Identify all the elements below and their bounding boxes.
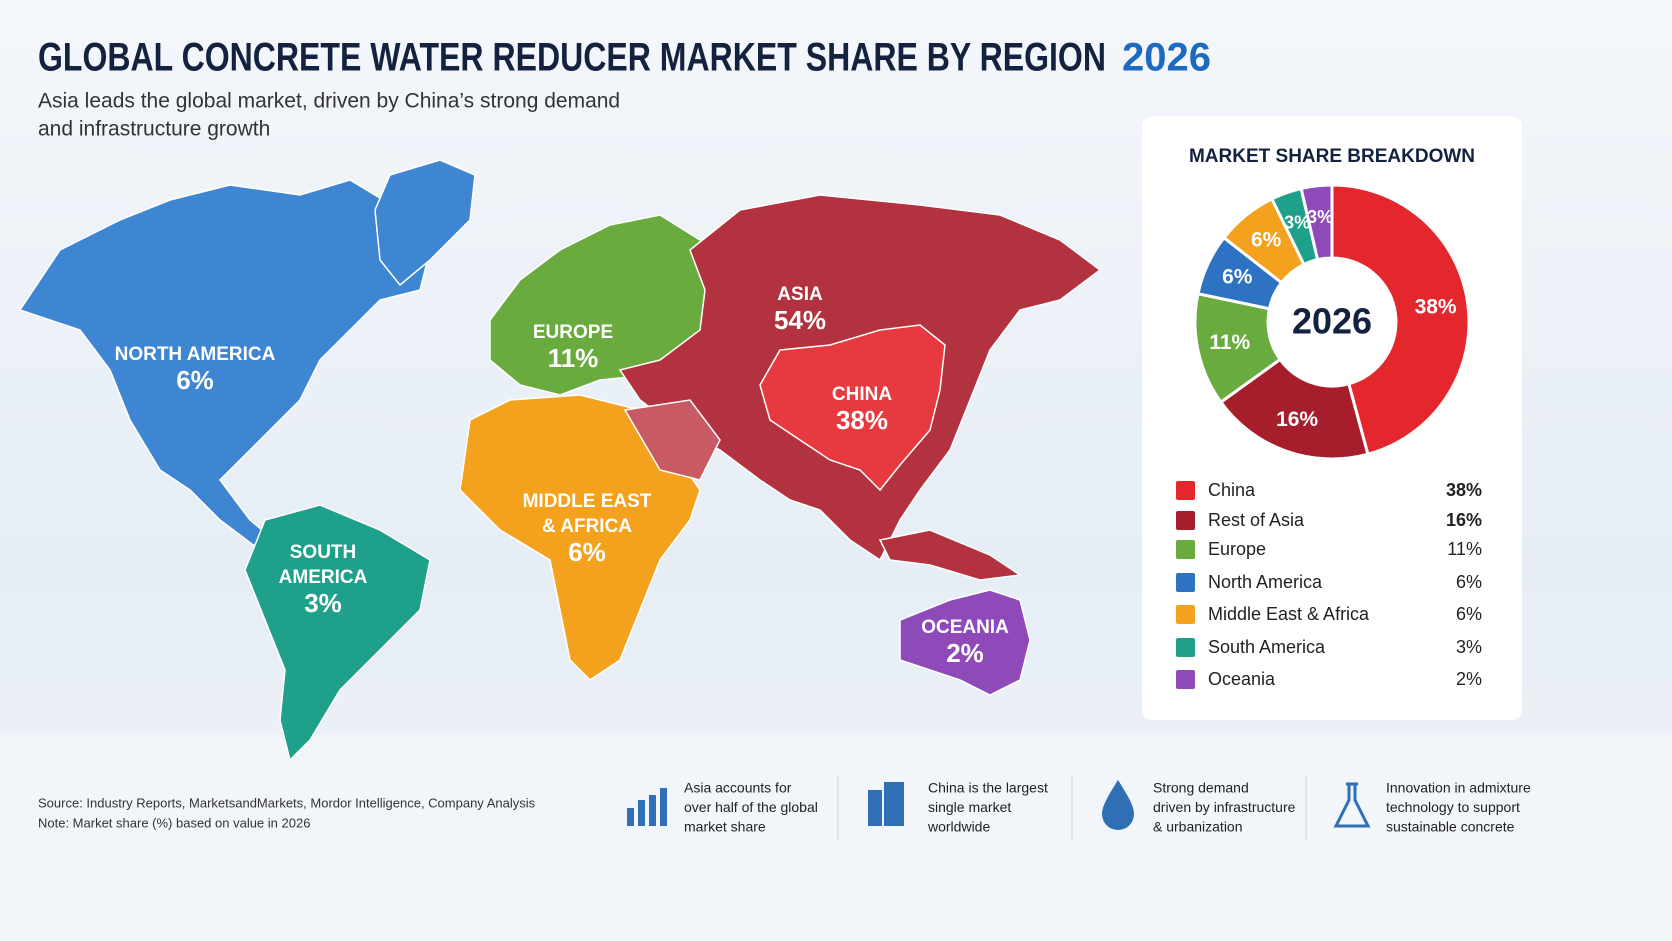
legend-share: 38% — [1446, 480, 1482, 500]
highlight-text: sustainable concrete — [1386, 819, 1515, 835]
highlight-text: Strong demand — [1153, 780, 1249, 796]
footer-band — [0, 735, 1672, 941]
donut-label: 3% — [1284, 212, 1310, 232]
highlight-text: technology to support — [1386, 799, 1520, 815]
legend-swatch — [1176, 670, 1195, 689]
oceania-shape — [899, 589, 1031, 696]
donut-label: 11% — [1209, 331, 1250, 354]
legend-swatch — [1176, 573, 1195, 592]
building-icon — [868, 782, 904, 826]
legend-label: North America — [1208, 572, 1323, 592]
region-share: 54% — [774, 305, 826, 335]
south-america-shape — [244, 504, 431, 762]
legend-swatch — [1176, 605, 1195, 624]
highlight-text: single market — [928, 799, 1011, 815]
highlight-text: worldwide — [927, 819, 990, 835]
region-name: SOUTH — [290, 542, 357, 563]
legend-share: 3% — [1456, 637, 1482, 657]
subtitle: and infrastructure growth — [38, 118, 270, 141]
legend-share: 11% — [1447, 539, 1482, 559]
highlight-text: driven by infrastructure — [1153, 799, 1296, 815]
legend-swatch — [1176, 481, 1195, 500]
flask-icon — [1333, 782, 1371, 828]
highlight-text: market share — [684, 819, 766, 835]
donut-label: 6% — [1222, 265, 1253, 288]
legend-share: 2% — [1456, 669, 1482, 689]
region-name: NORTH AMERICA — [115, 344, 276, 365]
source-note: Source: Industry Reports, MarketsandMark… — [38, 795, 536, 810]
highlight-text: China is the largest — [928, 780, 1048, 796]
highlight-text: over half of the global — [684, 799, 818, 815]
chart-title: MARKET SHARE BREAKDOWN — [1189, 146, 1475, 167]
source-note: Note: Market share (%) based on value in… — [38, 815, 310, 830]
world-map — [18, 159, 1102, 762]
donut-center: 2026 — [1292, 301, 1372, 342]
legend-label: Rest of Asia — [1208, 510, 1305, 530]
donut-label: 16% — [1276, 408, 1318, 431]
region-name: OCEANIA — [921, 617, 1009, 638]
legend-label: China — [1208, 480, 1256, 500]
donut-segment — [1330, 183, 1471, 457]
region-name: AMERICA — [279, 567, 368, 588]
region-share: 2% — [946, 638, 984, 668]
region-share: 6% — [568, 537, 606, 567]
legend-share: 16% — [1446, 510, 1482, 530]
highlight-text: Innovation in admixture — [1386, 780, 1531, 796]
subtitle: Asia leads the global market, driven by … — [38, 90, 620, 113]
legend-label: Europe — [1208, 539, 1266, 559]
legend-label: Middle East & Africa — [1208, 604, 1370, 624]
legend-share: 6% — [1456, 572, 1482, 592]
highlight-text: & urbanization — [1153, 819, 1243, 835]
middle-east-shape — [623, 399, 721, 481]
region-name: CHINA — [832, 384, 892, 405]
region-share: 3% — [304, 588, 342, 618]
title: GLOBAL CONCRETE WATER REDUCER MARKET SHA… — [38, 36, 1106, 80]
region-name: & AFRICA — [542, 516, 632, 537]
donut-segment — [1218, 357, 1370, 461]
africa-shape — [459, 394, 701, 681]
drop-icon — [1102, 780, 1134, 830]
region-share: 6% — [176, 365, 214, 395]
title-year: 2026 — [1122, 36, 1211, 80]
legend-swatch — [1176, 638, 1195, 657]
china-shape — [759, 324, 946, 492]
chart-icon — [627, 788, 667, 826]
region-name: EUROPE — [533, 322, 613, 343]
donut-segment — [1299, 183, 1334, 262]
region-share: 38% — [836, 405, 888, 435]
greenland-shape — [374, 159, 476, 287]
footer-icons — [627, 775, 1371, 840]
legend-swatch — [1176, 511, 1195, 530]
highlight-text: Asia accounts for — [684, 780, 792, 796]
legend-label: South America — [1208, 637, 1326, 657]
region-name: MIDDLE EAST — [523, 491, 652, 512]
donut-label: 6% — [1251, 228, 1282, 251]
region-share: 11% — [548, 343, 599, 373]
legend-label: Oceania — [1208, 669, 1276, 689]
region-name: ASIA — [777, 284, 823, 305]
donut-label: 3% — [1307, 207, 1333, 227]
islands-shape — [878, 529, 1023, 581]
legend-share: 6% — [1456, 604, 1482, 624]
donut-label: 38% — [1415, 296, 1457, 319]
legend-swatch — [1176, 540, 1195, 559]
north-america-shape — [18, 179, 431, 551]
